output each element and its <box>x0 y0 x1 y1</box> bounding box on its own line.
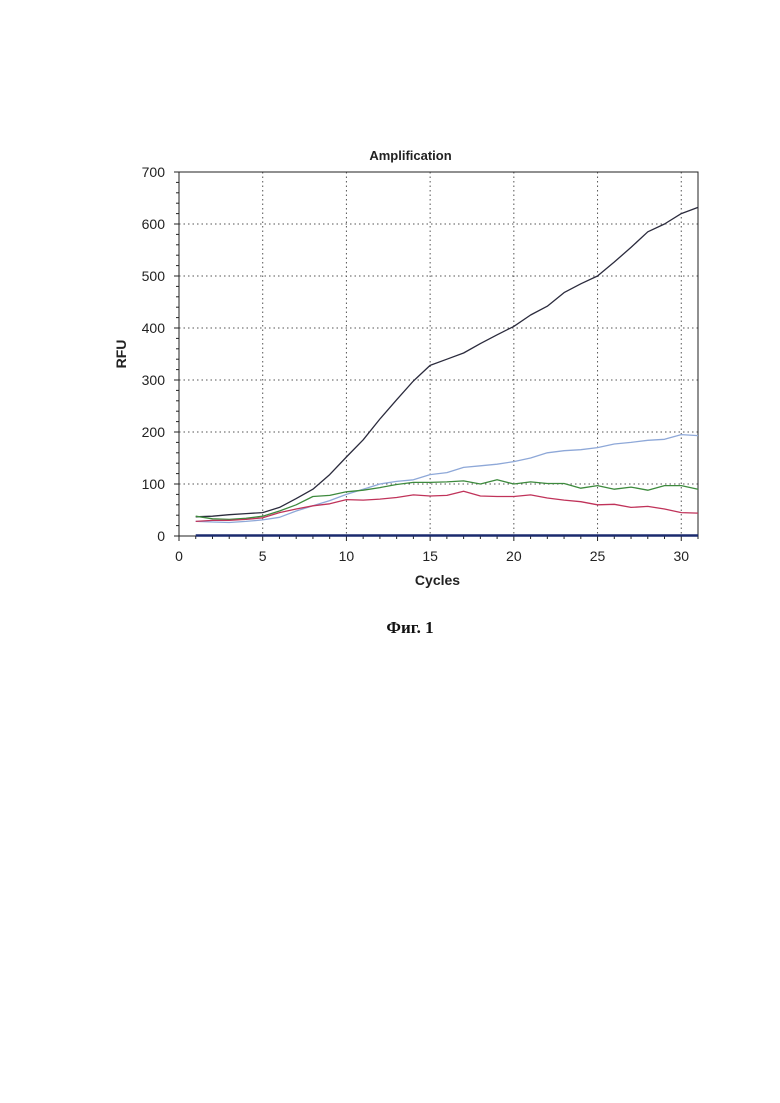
grid-lines <box>179 172 698 536</box>
x-axis-label: Cycles <box>415 572 460 588</box>
chart-svg: 0510152025300100200300400500600700 Ampli… <box>0 0 780 620</box>
y-tick-label: 0 <box>157 528 165 544</box>
y-tick-label: 500 <box>142 268 166 284</box>
y-axis-label: RFU <box>113 340 129 369</box>
amplification-chart: 0510152025300100200300400500600700 Ampli… <box>0 0 780 620</box>
y-tick-label: 400 <box>142 320 166 336</box>
chart-title: Amplification <box>369 148 451 163</box>
series-line-2 <box>196 435 698 523</box>
x-tick-label: 10 <box>339 548 355 564</box>
y-tick-label: 700 <box>142 164 166 180</box>
series-lines <box>196 207 698 535</box>
y-tick-label: 600 <box>142 216 166 232</box>
x-tick-label: 25 <box>590 548 606 564</box>
x-tick-label: 0 <box>175 548 183 564</box>
x-tick-label: 20 <box>506 548 522 564</box>
plot-area <box>179 172 698 536</box>
y-tick-label: 200 <box>142 424 166 440</box>
figure-caption: Фиг. 1 <box>0 618 780 638</box>
x-tick-label: 30 <box>673 548 689 564</box>
series-line-4 <box>196 491 698 521</box>
x-tick-label: 15 <box>422 548 438 564</box>
y-tick-label: 100 <box>142 476 166 492</box>
series-line-1 <box>196 207 698 516</box>
series-line-3 <box>196 480 698 520</box>
x-tick-label: 5 <box>259 548 267 564</box>
y-tick-label: 300 <box>142 372 166 388</box>
